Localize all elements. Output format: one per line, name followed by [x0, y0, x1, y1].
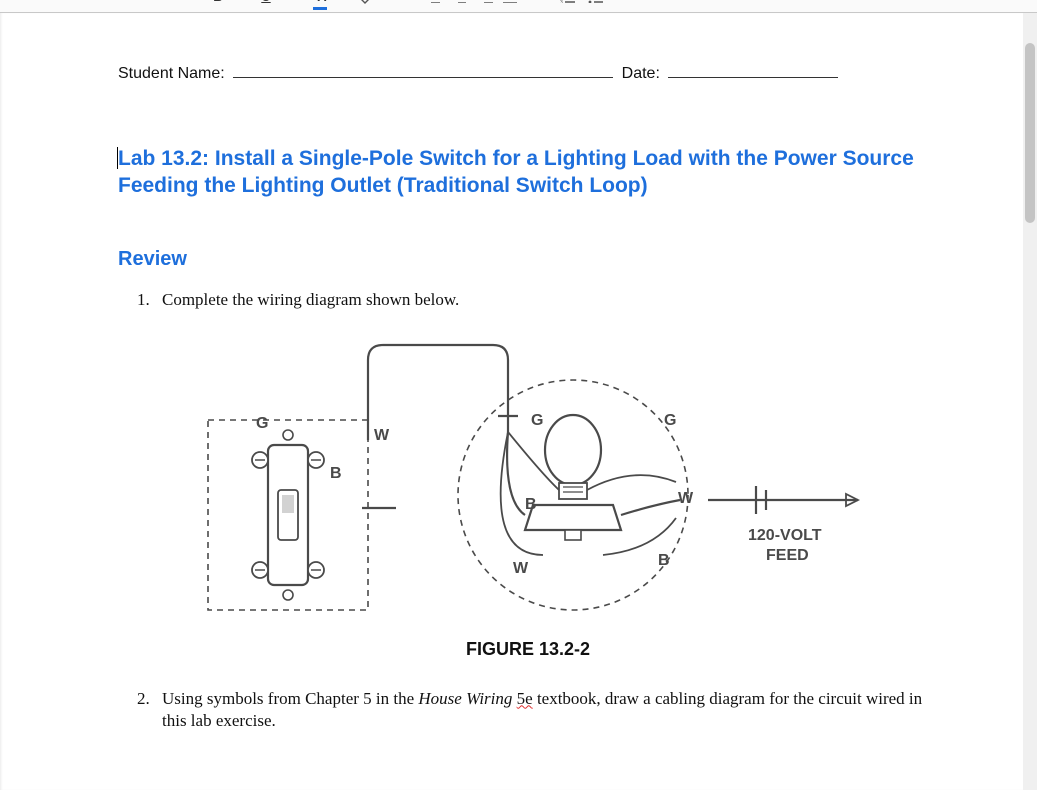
svg-text:B: B	[658, 552, 670, 569]
review-heading: Review	[118, 248, 943, 271]
svg-text:G: G	[256, 415, 268, 432]
wiring-diagram: G W B G B W G W B 120-VOLT FEED	[178, 340, 878, 620]
svg-text:W: W	[678, 490, 694, 507]
italic-button[interactable]: I	[232, 0, 252, 6]
date-label: Date:	[622, 65, 660, 82]
scrollbar-thumb[interactable]	[1025, 43, 1035, 223]
vertical-scrollbar[interactable]	[1022, 13, 1037, 790]
question-2: Using symbols from Chapter 5 in the Hous…	[154, 688, 943, 734]
align-justify-button[interactable]	[500, 0, 520, 6]
align-right-button[interactable]	[476, 0, 496, 6]
lab-title: Lab 13.2: Install a Single-Pole Switch f…	[118, 145, 943, 200]
font-size-select[interactable]: 14	[136, 0, 158, 2]
figure-wrapper: G W B G B W G W B 120-VOLT FEED FIGURE 13.2-2	[178, 340, 878, 660]
header-line: Student Name: Date:	[118, 61, 943, 83]
question-1: Complete the wiring diagram shown below.	[154, 289, 943, 312]
bullet-list-button[interactable]	[586, 0, 606, 6]
student-name-label: Student Name:	[118, 65, 225, 82]
student-name-blank[interactable]	[233, 61, 613, 78]
svg-text:3: 3	[560, 0, 563, 3]
svg-text:G: G	[531, 412, 543, 429]
font-color-button[interactable]: A	[312, 0, 332, 6]
date-blank[interactable]	[668, 61, 838, 78]
document-page: Student Name: Date: Lab 13.2: Install a …	[0, 13, 1023, 790]
svg-text:B: B	[330, 465, 342, 482]
lab-title-text: Lab 13.2: Install a Single-Pole Switch f…	[118, 147, 914, 197]
page-content: Student Name: Date: Lab 13.2: Install a …	[118, 61, 943, 749]
underline-button[interactable]: U	[256, 0, 276, 6]
font-color-indicator	[313, 7, 327, 10]
svg-text:G: G	[664, 412, 676, 429]
figure-caption: FIGURE 13.2-2	[178, 639, 878, 660]
svg-text:W: W	[513, 560, 529, 577]
align-left-button[interactable]	[428, 0, 448, 6]
align-center-button[interactable]	[452, 0, 472, 6]
svg-text:120-VOLT: 120-VOLT	[748, 527, 822, 544]
svg-text:W: W	[374, 427, 390, 444]
bold-button[interactable]: B	[208, 0, 228, 6]
toolbar: Roboto 14 B I U A 123	[0, 0, 1037, 13]
svg-text:FEED: FEED	[766, 547, 809, 564]
svg-text:B: B	[525, 496, 537, 513]
question-list-2: Using symbols from Chapter 5 in the Hous…	[154, 688, 943, 734]
text-cursor	[117, 147, 118, 169]
question-list: Complete the wiring diagram shown below.	[154, 289, 943, 312]
numbered-list-button[interactable]: 123	[558, 0, 578, 6]
font-name-select[interactable]: Roboto	[4, 0, 55, 2]
highlight-button[interactable]	[358, 0, 378, 6]
